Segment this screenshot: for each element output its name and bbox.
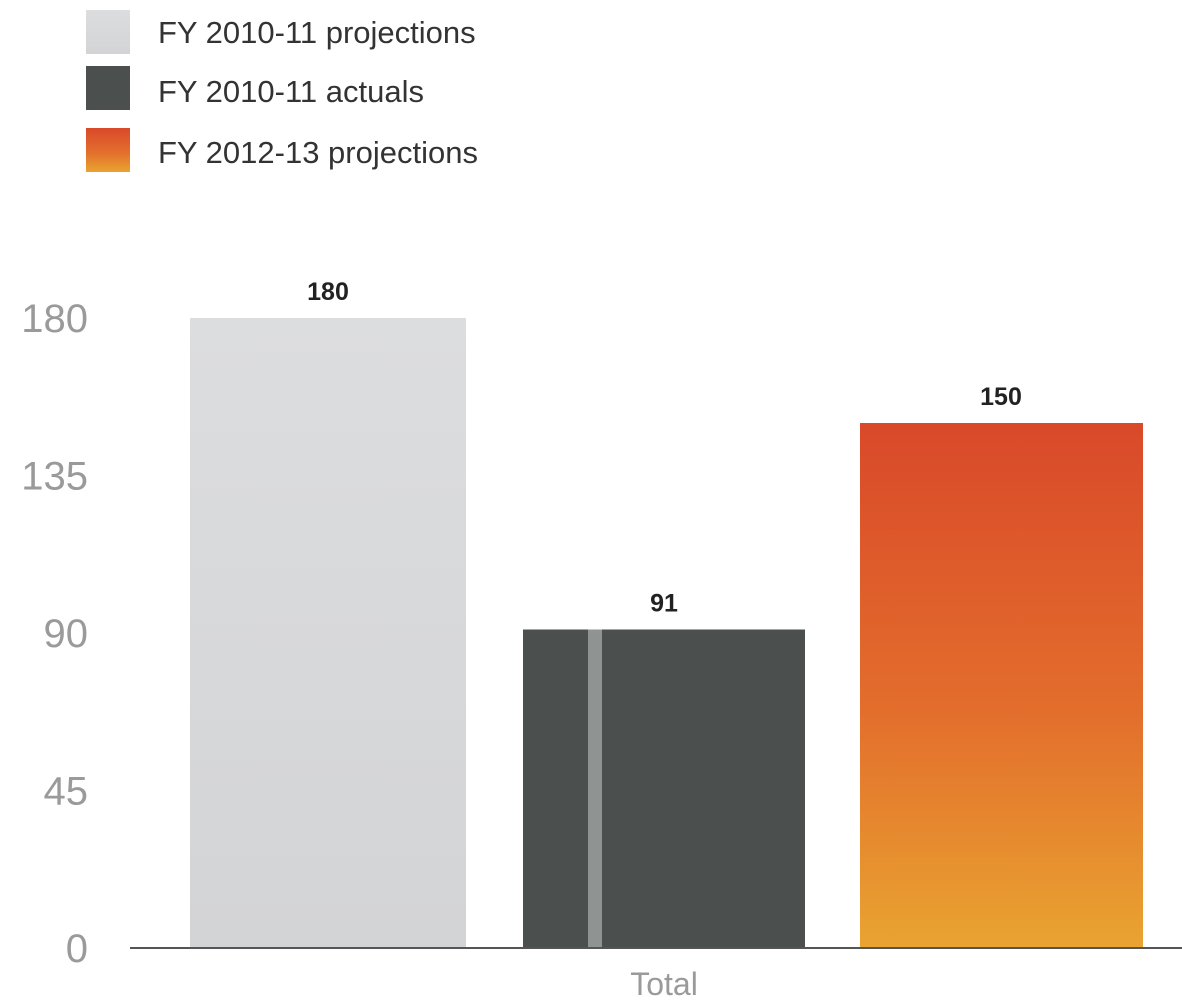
data-label-fy-2010-11-projections: 180: [307, 278, 349, 306]
legend-swatch-fy-2010-11-actuals: [86, 66, 130, 110]
legend-item-fy-2012-13-projections: FY 2012-13 projections: [86, 128, 478, 172]
legend-item-fy-2010-11-projections: FY 2010-11 projections: [86, 10, 476, 54]
legend-swatch-fy-2012-13-projections: [86, 128, 130, 172]
legend-label-fy-2010-11-actuals: FY 2010-11 actuals: [158, 74, 424, 109]
legend: FY 2010-11 projections FY 2010-11 actual…: [86, 10, 478, 172]
bars: [190, 318, 1143, 948]
y-tick-label: 45: [44, 770, 89, 814]
data-label-fy-2010-11-actuals: 91: [650, 590, 678, 618]
data-labels: 180 91 150: [307, 278, 1022, 618]
bar-actuals-highlight-stripe: [588, 629, 602, 948]
bar-fy-2010-11-actuals: [523, 629, 805, 948]
bar-fy-2012-13-projections: [860, 423, 1143, 948]
legend-label-fy-2010-11-projections: FY 2010-11 projections: [158, 15, 476, 50]
y-tick-label: 180: [21, 297, 88, 341]
x-category-label: Total: [630, 966, 698, 1002]
y-tick-label: 90: [44, 612, 89, 656]
bar-fy-2010-11-projections: [190, 318, 466, 948]
legend-label-fy-2012-13-projections: FY 2012-13 projections: [158, 135, 478, 170]
y-axis: 0 45 90 135 180: [21, 297, 88, 971]
y-tick-label: 135: [21, 455, 88, 499]
legend-swatch-fy-2010-11-projections: [86, 10, 130, 54]
y-tick-label: 0: [66, 927, 88, 971]
legend-item-fy-2010-11-actuals: FY 2010-11 actuals: [86, 66, 424, 110]
data-label-fy-2012-13-projections: 150: [980, 383, 1022, 411]
